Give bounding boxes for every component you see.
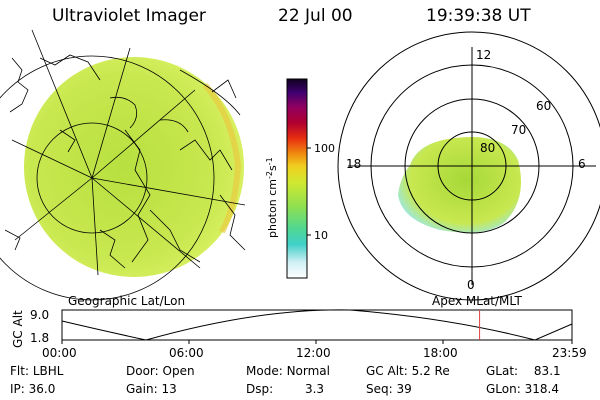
mlt-label-18: 18 — [346, 157, 361, 171]
alt-xtick-2: 12:00 — [296, 346, 331, 360]
info-gain: Gain: 13 — [126, 382, 177, 396]
alt-ylabel: GC Alt — [11, 310, 25, 348]
right-panel-caption: Apex MLat/MLT — [432, 294, 522, 308]
altitude-plot-frame — [61, 309, 573, 341]
mlt-label-12: 12 — [476, 48, 491, 62]
colorbar: 100 10 photon cm-2s-1 — [265, 78, 335, 279]
polar-plot: 12 18 6 0 60 70 80 — [337, 31, 600, 301]
instrument-title: Ultraviolet Imager — [52, 6, 206, 26]
info-mode: Mode: Normal — [246, 364, 330, 378]
time-label: 19:39:38 UT — [426, 6, 531, 26]
info-glat: GLat: 83.1 — [486, 364, 561, 378]
mlt-label-6: 6 — [578, 157, 586, 171]
info-dsp: Dsp: 3.3 — [246, 382, 325, 396]
polar-grid — [337, 31, 600, 301]
aurora-oval-right — [398, 136, 522, 233]
alt-xtick-0: 00:00 — [42, 346, 77, 360]
info-flt: Flt: LBHL — [10, 364, 64, 378]
left-panel-caption: Geographic Lat/Lon — [68, 294, 185, 308]
latlon-grid — [0, 29, 246, 301]
lat-label-80: 80 — [480, 141, 495, 155]
info-door: Door: Open — [126, 364, 195, 378]
date-label: 22 Jul 00 — [278, 6, 353, 26]
lat-label-60: 60 — [536, 99, 551, 113]
coastlines — [4, 54, 246, 269]
colorbar-tick-100: 100 — [314, 142, 335, 155]
alt-xtick-4: 23:59 — [552, 346, 587, 360]
alt-ytick-top: 9.0 — [30, 308, 49, 322]
aurora-bright-arc — [202, 82, 242, 234]
aurora-image-left — [24, 57, 244, 277]
lat-label-70: 70 — [511, 123, 526, 137]
alt-xtick-3: 18:00 — [423, 346, 458, 360]
colorbar-gradient — [286, 78, 308, 279]
geographic-image-panel — [0, 29, 246, 301]
colorbar-label: photon cm-2s-1 — [265, 157, 279, 238]
info-gc-alt: GC Alt: 5.2 Re — [366, 364, 450, 378]
altitude-plot: 9.0 1.8 GC Alt 00:00 06:00 12:00 18:00 2… — [11, 308, 587, 360]
mlt-label-0: 0 — [467, 278, 475, 292]
alt-xtick-1: 06:00 — [169, 346, 204, 360]
info-glon: GLon: 318.4 — [486, 382, 559, 396]
altitude-curve — [61, 309, 573, 341]
alt-ytick-bottom: 1.8 — [30, 331, 49, 345]
colorbar-tick-10: 10 — [314, 229, 328, 242]
info-seq: Seq: 39 — [366, 382, 412, 396]
info-ip: IP: 36.0 — [10, 382, 56, 396]
